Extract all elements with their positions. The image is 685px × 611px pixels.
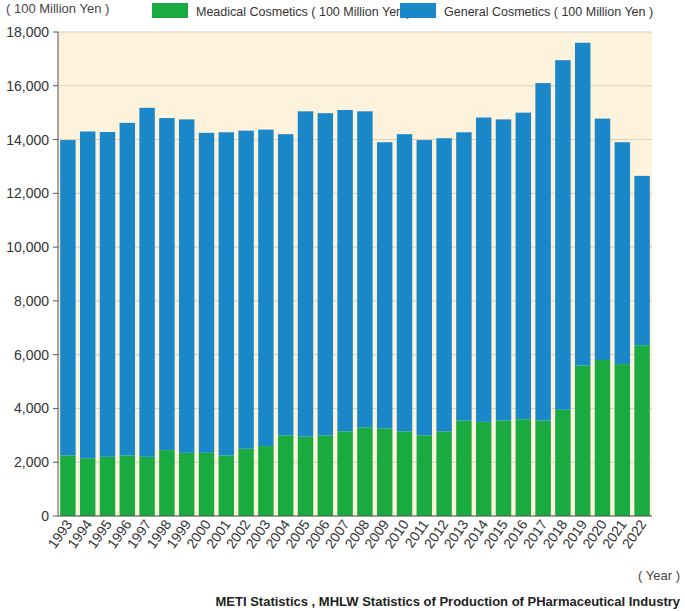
bar-segment — [397, 134, 412, 431]
bar-segment — [298, 437, 313, 516]
bar-segment — [496, 119, 511, 420]
bar-segment — [575, 43, 590, 366]
tick-mark — [53, 300, 58, 301]
bar-segment — [139, 108, 154, 457]
tick-label: 4,000 — [14, 400, 49, 416]
bar-segment — [278, 435, 293, 516]
legend-swatch — [400, 3, 436, 18]
bar-segment — [219, 456, 234, 517]
y-axis-title: ( 100 Million Yen ) — [6, 1, 109, 16]
bar-segment — [615, 142, 630, 364]
bar-segment — [318, 435, 333, 516]
bar-segment — [60, 140, 75, 455]
category-label: 2022 — [619, 516, 650, 551]
tick-label: 6,000 — [14, 347, 49, 363]
bar-segment — [80, 131, 95, 458]
bar-segment — [337, 110, 352, 431]
bar-segment — [456, 132, 471, 420]
bar-segment — [595, 360, 610, 516]
bar-segment — [100, 457, 115, 516]
tick-mark — [53, 32, 58, 33]
tick-label: 8,000 — [14, 293, 49, 309]
bar-segment — [199, 133, 214, 453]
tick-mark — [53, 139, 58, 140]
tick-label: 2,000 — [14, 454, 49, 470]
bar-segment — [535, 83, 550, 420]
tick-label: 12,000 — [6, 185, 49, 201]
legend-label: General Cosmetics ( 100 Million Yen ) — [444, 5, 653, 19]
tick-mark — [53, 516, 58, 517]
bar-segment — [555, 60, 570, 410]
bar-segment — [436, 431, 451, 516]
bar-segment — [258, 446, 273, 516]
bar-segment — [238, 449, 253, 516]
legend-swatch — [152, 3, 188, 18]
tick-label: 18,000 — [6, 24, 49, 40]
tick-mark — [53, 193, 58, 194]
bar-segment — [318, 113, 333, 435]
bar-segment — [615, 364, 630, 516]
bar-segment — [139, 457, 154, 516]
bar-segment — [278, 134, 293, 435]
bar-segment — [595, 119, 610, 360]
grid-line — [58, 516, 652, 517]
bar-segment — [258, 130, 273, 446]
bar-segment — [436, 138, 451, 431]
bar-segment — [496, 421, 511, 516]
bar-segment — [634, 176, 649, 345]
bar-segment — [219, 132, 234, 455]
bar-segment — [179, 453, 194, 516]
bar-segment — [100, 132, 115, 457]
bar-segment — [337, 431, 352, 516]
bar-segment — [555, 410, 570, 516]
bar-segment — [535, 421, 550, 516]
bar-segment — [120, 123, 135, 456]
bar-segment — [516, 113, 531, 420]
tick-mark — [53, 408, 58, 409]
bar-segment — [120, 456, 135, 517]
bar-segment — [417, 140, 432, 435]
bar-segment — [476, 118, 491, 422]
bar-segment — [634, 345, 649, 516]
tick-label: 16,000 — [6, 78, 49, 94]
bar-segment — [357, 427, 372, 516]
bar-segment — [159, 118, 174, 450]
source-note: METI Statistics , MHLW Statistics of Pro… — [216, 594, 681, 609]
tick-mark — [53, 462, 58, 463]
legend-label: Meadical Cosmetics ( 100 Million Yen ) — [196, 5, 411, 19]
tick-mark — [53, 247, 58, 248]
tick-label: 0 — [41, 508, 49, 524]
bar-segment — [476, 422, 491, 516]
bars — [60, 43, 650, 516]
bar-segment — [298, 111, 313, 436]
bar-segment — [238, 131, 253, 449]
x-axis-title: ( Year ) — [638, 568, 680, 583]
bar-segment — [397, 431, 412, 516]
bar-segment — [516, 419, 531, 516]
bar-segment — [377, 429, 392, 516]
bar-segment — [60, 456, 75, 517]
bar-segment — [575, 365, 590, 516]
tick-mark — [53, 85, 58, 86]
bar-segment — [80, 458, 95, 516]
grid-line — [58, 32, 652, 33]
bar-segment — [199, 453, 214, 516]
chart: 0 2,000 4,000 6,000 8,000 10,000 12,000 14,000 1… — [0, 0, 685, 611]
bar-segment — [456, 421, 471, 516]
y-axis — [58, 32, 59, 516]
tick-label: 14,000 — [6, 132, 49, 148]
bar-segment — [377, 142, 392, 428]
bar-segment — [159, 450, 174, 516]
bar-segment — [417, 435, 432, 516]
plot-background — [58, 32, 652, 516]
tick-mark — [53, 354, 58, 355]
x-axis — [58, 516, 652, 517]
bar-segment — [357, 111, 372, 427]
tick-label: 10,000 — [6, 239, 49, 255]
bar-segment — [179, 119, 194, 452]
